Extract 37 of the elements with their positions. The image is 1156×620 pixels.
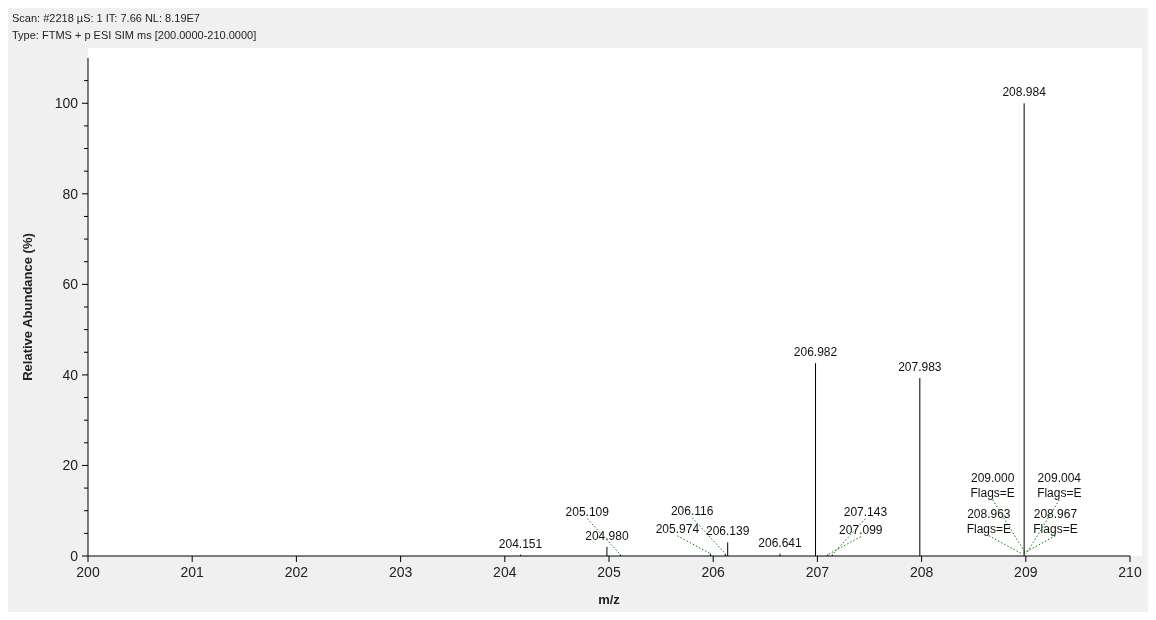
x-tick-label: 208: [909, 564, 934, 580]
y-tick-label: 80: [62, 185, 79, 202]
x-tick-label: 203: [388, 564, 413, 580]
annotation: 209.000 Flags=E: [970, 470, 1015, 500]
x-axis-title: m/z: [598, 592, 621, 607]
annotation: 206.116: [670, 503, 714, 518]
x-tick-label: 201: [180, 564, 205, 580]
text: Type: FTMS + p ESI SIM ms [200.0000-210.0000]: [12, 29, 257, 41]
x-tick-label: 206: [701, 564, 726, 580]
annotation: 206.641: [758, 535, 802, 550]
x-tick-label: 200: [76, 564, 100, 580]
y-tick-label: 20: [62, 457, 79, 474]
y-tick-label: 100: [54, 95, 79, 112]
x-tick-label: 207: [805, 564, 830, 580]
y-axis-title: Relative Abundance (%): [20, 233, 35, 381]
annotation: 204.980: [585, 528, 629, 543]
x-tick-label: 210: [1118, 564, 1142, 580]
annotation: 205.109: [565, 504, 610, 519]
annotation: 207.983: [898, 360, 942, 375]
annotation: 207.099: [839, 522, 883, 537]
y-tick-label: 40: [62, 366, 79, 383]
x-tick-label: 209: [1014, 564, 1038, 580]
annotation: 205.974: [655, 521, 700, 536]
y-tick-label: 60: [62, 276, 79, 293]
annotation: 206.139: [705, 524, 750, 539]
annotation: 206.982: [793, 345, 838, 360]
x-tick-label: 204: [493, 564, 517, 580]
annotation: 209.004 Flags=E: [1037, 470, 1082, 500]
annotation: 208.967 Flags=E: [1033, 506, 1078, 536]
annotation: 204.151: [498, 536, 543, 551]
text: Scan: #2218 µS: 1 IT: 7.66 NL: 8.19E7: [12, 12, 200, 24]
annotation: 208.963 Flags=E: [966, 506, 1012, 536]
x-tick-label: 205: [597, 564, 621, 580]
annotation: 208.984: [1002, 85, 1047, 100]
annotation: 207.143: [843, 504, 888, 519]
x-tick-label: 202: [284, 564, 309, 580]
y-tick-label: 0: [70, 548, 79, 564]
